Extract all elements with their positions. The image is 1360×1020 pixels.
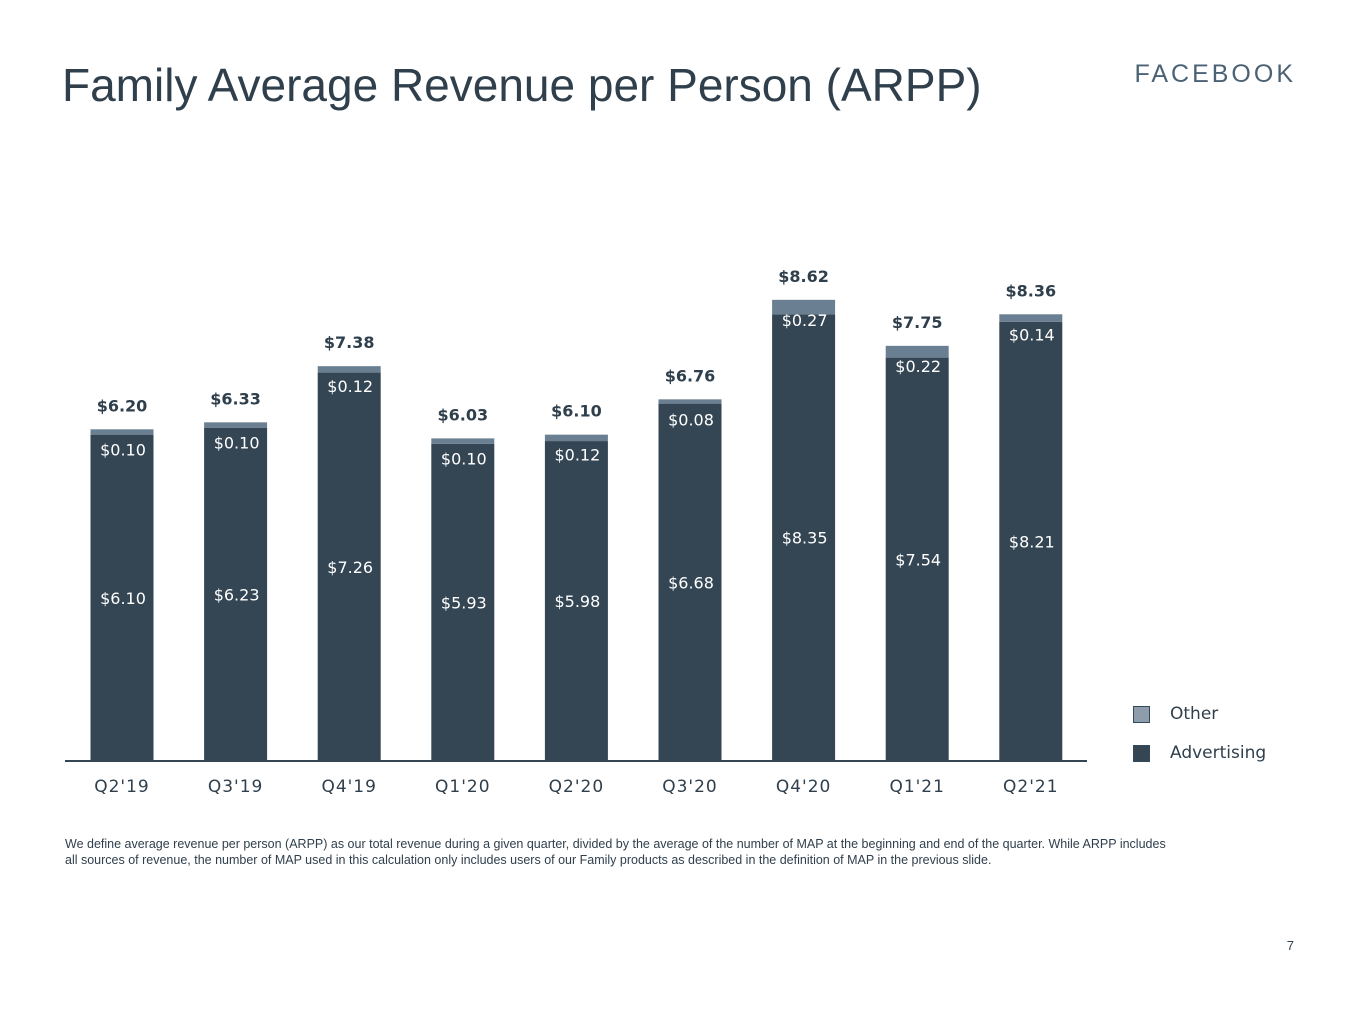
other-label-q2-20: $0.12 (554, 446, 600, 465)
total-label-q3-19: $6.33 (210, 389, 261, 408)
bar-advertising-q1-21 (885, 357, 949, 761)
bar-advertising-q4-19 (317, 372, 381, 761)
bar-advertising-q2-21 (999, 321, 1063, 761)
x-tick-label-q2-20: Q2'20 (549, 777, 605, 797)
x-tick-label-q3-19: Q3'19 (208, 777, 264, 797)
bar-advertising-q2-19 (90, 434, 154, 761)
total-label-q3-20: $6.76 (665, 366, 716, 385)
other-label-q3-20: $0.08 (668, 410, 714, 429)
x-tick-label-q4-19: Q4'19 (321, 777, 377, 797)
legend-swatch-advertising (1133, 744, 1150, 762)
advertising-label-q3-20: $6.68 (668, 573, 714, 592)
other-label-q2-21: $0.14 (1009, 325, 1055, 344)
total-label-q2-21: $8.36 (1005, 281, 1056, 300)
bar-other-q1-20 (431, 438, 495, 444)
other-label-q1-21: $0.22 (895, 357, 941, 376)
other-label-q1-20: $0.10 (441, 449, 487, 468)
other-label-q4-20: $0.27 (782, 311, 828, 330)
bar-other-q3-19 (204, 422, 268, 428)
legend-label-other: Other (1170, 704, 1219, 724)
bar-other-q2-21 (999, 314, 1063, 322)
x-tick-label-q2-19: Q2'19 (94, 777, 150, 797)
total-label-q2-19: $6.20 (97, 396, 148, 415)
bar-other-q3-20 (658, 399, 722, 404)
bar-other-q4-19 (317, 366, 381, 373)
advertising-label-q1-21: $7.54 (895, 550, 941, 569)
advertising-label-q2-20: $5.98 (554, 592, 600, 611)
advertising-label-q3-19: $6.23 (214, 585, 260, 604)
bar-advertising-q3-19 (204, 427, 268, 761)
advertising-label-q4-20: $8.35 (782, 529, 828, 548)
bar-advertising-q3-20 (658, 403, 722, 761)
footnote: We define average revenue per person (AR… (65, 837, 1166, 867)
advertising-label-q2-19: $6.10 (100, 589, 146, 608)
legend-item-other: Other (1133, 704, 1266, 724)
x-tick-label-q2-21: Q2'21 (1003, 777, 1059, 797)
x-tick-label-q4-20: Q4'20 (776, 777, 832, 797)
total-label-q4-20: $8.62 (778, 267, 829, 286)
x-tick-label-q3-20: Q3'20 (662, 777, 718, 797)
page-number: 7 (1286, 938, 1294, 953)
bar-other-q4-20 (772, 299, 836, 315)
total-label-q2-20: $6.10 (551, 402, 602, 421)
page-title: Family Average Revenue per Person (ARPP) (62, 59, 982, 111)
total-label-q1-21: $7.75 (892, 313, 943, 332)
other-label-q3-19: $0.10 (214, 433, 260, 452)
total-label-q1-20: $6.03 (437, 405, 488, 424)
advertising-label-q4-19: $7.26 (327, 558, 373, 577)
bar-advertising-q4-20 (772, 314, 836, 761)
brand-logo: FACEBOOK (1134, 60, 1296, 88)
x-tick-label-q1-20: Q1'20 (435, 777, 491, 797)
legend-item-advertising: Advertising (1133, 743, 1266, 763)
bar-advertising-q1-20 (431, 443, 495, 761)
other-label-q2-19: $0.10 (100, 440, 146, 459)
total-label-q4-19: $7.38 (324, 333, 375, 352)
advertising-label-q1-20: $5.93 (441, 593, 487, 612)
bar-advertising-q2-20 (544, 441, 608, 761)
legend-swatch-other (1133, 705, 1150, 723)
chart-legend: Other Advertising (1133, 704, 1266, 782)
advertising-label-q2-21: $8.21 (1009, 532, 1055, 551)
bar-other-q2-20 (544, 434, 608, 442)
bar-other-q2-19 (90, 429, 154, 435)
legend-label-advertising: Advertising (1170, 743, 1267, 763)
bar-other-q1-21 (885, 345, 949, 358)
x-tick-label-q1-21: Q1'21 (889, 777, 945, 797)
other-label-q4-19: $0.12 (327, 377, 373, 396)
